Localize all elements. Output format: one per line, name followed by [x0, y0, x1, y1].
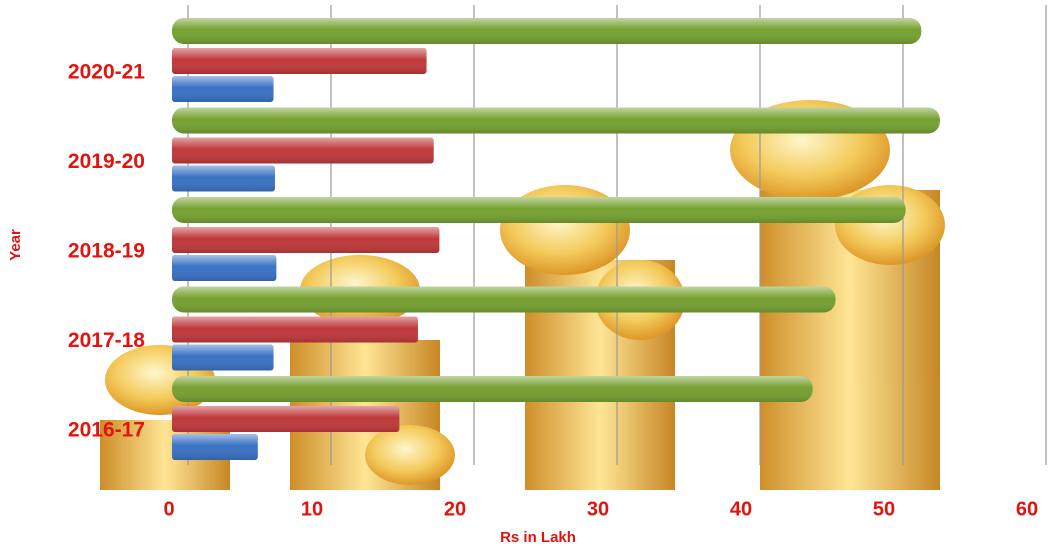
chart: Rs in Lakh Year 0 10 20 30 40 50 60 2020-21 2019… — [0, 0, 1056, 555]
x-tick-label: 60 — [1016, 498, 1038, 520]
bar — [172, 197, 906, 223]
y-axis-title: Year — [7, 229, 24, 261]
bar — [172, 76, 274, 102]
bar — [172, 317, 418, 343]
x-axis-title: Rs in Lakh — [500, 529, 576, 546]
bar — [172, 48, 427, 74]
bar — [172, 287, 836, 313]
y-tick-label: 2020-21 — [68, 61, 145, 84]
bar — [172, 255, 276, 281]
bar — [172, 138, 434, 164]
x-tick-label: 30 — [587, 498, 609, 520]
bar — [172, 406, 399, 432]
bar — [172, 376, 813, 402]
bar — [172, 166, 275, 192]
y-tick-label: 2016-17 — [68, 419, 145, 442]
bar — [172, 345, 274, 371]
bar — [172, 18, 921, 44]
x-tick-label: 40 — [730, 498, 752, 520]
bar — [172, 434, 258, 460]
x-tick-label: 20 — [444, 498, 466, 520]
page: Rs in Lakh Year 0 10 20 30 40 50 60 2020-21 2019… — [0, 0, 1056, 555]
bar — [172, 227, 439, 253]
y-tick-label: 2017-18 — [68, 329, 145, 352]
y-tick-label: 2019-20 — [68, 150, 145, 173]
x-tick-label: 50 — [873, 498, 895, 520]
y-tick-label: 2018-19 — [68, 240, 145, 263]
x-tick-label: 0 — [163, 498, 174, 520]
x-tick-label: 10 — [301, 498, 323, 520]
bar — [172, 108, 940, 134]
